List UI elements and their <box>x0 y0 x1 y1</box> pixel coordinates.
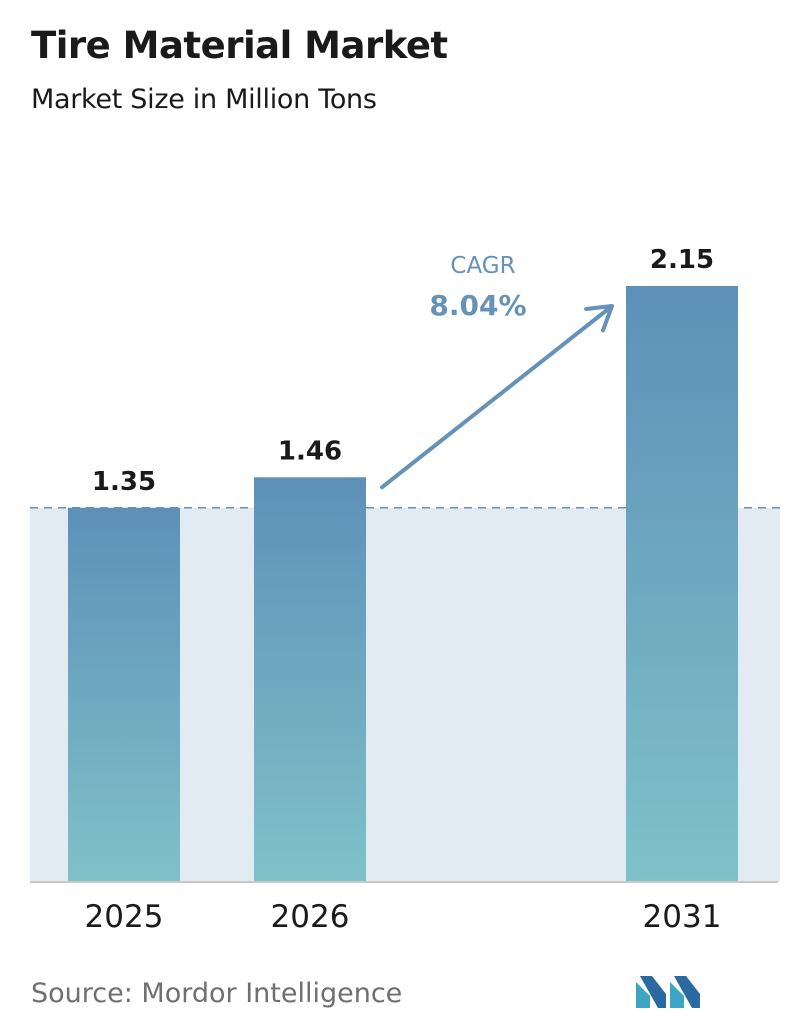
cagr-value: 8.04% <box>429 289 526 322</box>
data-label-2031: 2.15 <box>650 245 714 275</box>
bar-chart: 1.35 2025 1.46 2026 2.15 2031 CAGR 8.04% <box>30 245 780 935</box>
data-label-2026: 1.46 <box>278 436 342 466</box>
x-tick-label-2031: 2031 <box>643 899 722 935</box>
cagr-arrow-icon <box>380 304 614 490</box>
bar-2026 <box>254 477 366 882</box>
bar-2025 <box>68 507 180 882</box>
chart-subtitle: Market Size in Million Tons <box>31 84 377 115</box>
mordor-intelligence-logo-icon <box>636 976 700 1008</box>
cagr-label: CAGR <box>450 253 515 279</box>
bar-2031 <box>626 286 738 882</box>
x-tick-label-2026: 2026 <box>271 899 350 935</box>
data-label-2025: 1.35 <box>92 467 156 497</box>
chart-title: Tire Material Market <box>31 24 448 67</box>
cagr-annotation: CAGR 8.04% <box>380 253 614 490</box>
source-text: Source: Mordor Intelligence <box>31 978 403 1009</box>
x-tick-label-2025: 2025 <box>85 899 164 935</box>
